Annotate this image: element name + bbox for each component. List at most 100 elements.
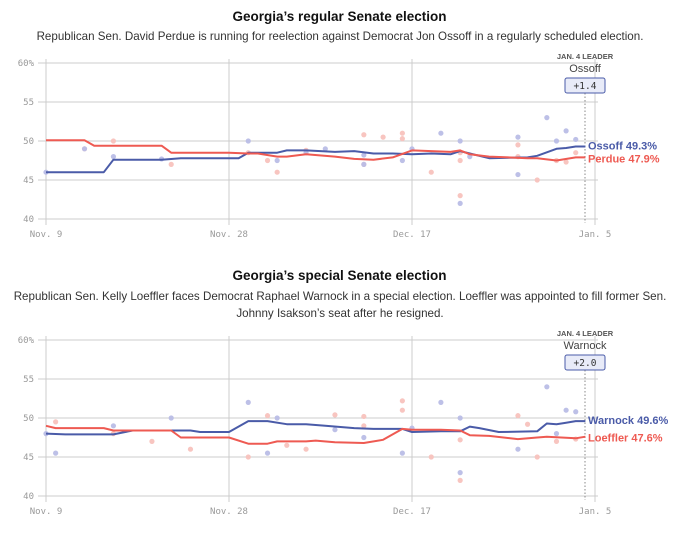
rep-poll-dot bbox=[399, 136, 405, 142]
y-tick-label: 55 bbox=[23, 375, 34, 385]
chart-title: Georgia’s regular Senate election bbox=[232, 9, 447, 24]
dem-poll-dot bbox=[361, 434, 367, 441]
dem-poll-dot bbox=[553, 431, 560, 437]
rep-poll-dot bbox=[332, 412, 338, 418]
y-tick-label: 40 bbox=[23, 492, 34, 502]
rep-poll-dot bbox=[274, 169, 280, 175]
dem-poll-dot bbox=[438, 130, 444, 136]
leader-header: JAN. 4 LEADER bbox=[557, 52, 614, 61]
y-tick-label: 60% bbox=[18, 59, 35, 69]
rep-poll-dot bbox=[110, 138, 117, 144]
x-tick-label: Jan. 5 bbox=[579, 230, 612, 240]
dem-poll-dot bbox=[245, 138, 251, 144]
dem-poll-dot bbox=[332, 427, 338, 433]
dem-end-label: Ossoff 49.3% bbox=[588, 140, 657, 152]
rep-poll-dot bbox=[399, 130, 405, 136]
dem-poll-dot bbox=[515, 134, 521, 140]
rep-poll-dot bbox=[399, 398, 405, 404]
leader-margin-box bbox=[564, 354, 606, 371]
dem-poll-dot bbox=[544, 384, 550, 390]
rep-poll-dot bbox=[515, 142, 521, 148]
x-tick-label: Nov. 28 bbox=[210, 507, 248, 517]
rep-poll-dot bbox=[457, 437, 463, 443]
chart-title: Georgia’s special Senate election bbox=[232, 268, 447, 283]
dem-poll-dot bbox=[563, 407, 569, 413]
rep-poll-dot bbox=[428, 169, 434, 175]
leader-margin-box bbox=[564, 77, 606, 94]
rep-poll-dot bbox=[168, 161, 174, 167]
leader-margin: +1.4 bbox=[574, 81, 597, 92]
x-tick-label: Nov. 9 bbox=[30, 507, 63, 517]
rep-end-label: Perdue 47.9% bbox=[588, 153, 660, 165]
dem-poll-dot bbox=[457, 200, 463, 206]
dem-poll-dot bbox=[361, 152, 367, 158]
rep-poll-dot bbox=[457, 157, 463, 164]
leader-header: JAN. 4 LEADER bbox=[557, 329, 614, 338]
warnock-trend-line bbox=[45, 420, 586, 436]
dem-poll-dot bbox=[563, 128, 569, 134]
chart-subtitle: Republican Sen. David Perdue is running … bbox=[36, 30, 644, 43]
x-tick-label: Jan. 5 bbox=[579, 507, 612, 517]
dem-poll-dot bbox=[361, 161, 367, 167]
loeffler-trend-line bbox=[45, 424, 586, 445]
rep-poll-dot bbox=[553, 438, 560, 444]
dem-poll-dot bbox=[399, 157, 405, 164]
dem-poll-dot bbox=[53, 450, 59, 456]
rep-poll-dot bbox=[284, 442, 290, 448]
rep-poll-dot bbox=[524, 421, 531, 427]
dem-end-label: Warnock 49.6% bbox=[588, 415, 669, 427]
dem-poll-dot bbox=[457, 138, 463, 144]
rep-poll-dot bbox=[264, 157, 271, 164]
leader-margin: +2.0 bbox=[574, 358, 597, 369]
x-tick-label: Dec. 17 bbox=[393, 507, 431, 517]
rep-poll-dot bbox=[399, 407, 405, 413]
dem-poll-dot bbox=[168, 415, 174, 421]
dem-poll-dot bbox=[264, 450, 271, 456]
perdue-trend-line bbox=[46, 139, 586, 162]
dem-poll-dot bbox=[274, 415, 280, 421]
rep-poll-dot bbox=[534, 454, 540, 460]
dem-poll-dot bbox=[245, 399, 251, 405]
y-tick-label: 45 bbox=[23, 453, 34, 463]
rep-poll-dot bbox=[149, 438, 155, 444]
dem-poll-dot bbox=[438, 399, 444, 405]
y-tick-label: 60% bbox=[18, 336, 35, 346]
rep-end-label: Loeffler 47.6% bbox=[588, 433, 663, 445]
rep-poll-dot bbox=[361, 132, 367, 138]
leader-name: Ossoff bbox=[569, 63, 602, 75]
rep-poll-dot bbox=[457, 193, 463, 199]
x-tick-label: Nov. 28 bbox=[210, 230, 248, 240]
dem-poll-dot bbox=[573, 409, 579, 415]
rep-poll-dot bbox=[428, 454, 434, 460]
y-tick-label: 45 bbox=[23, 176, 34, 186]
dem-poll-dot bbox=[457, 415, 463, 421]
dem-poll-dot bbox=[544, 115, 550, 121]
regular-election-chart: 60% 55 50 45 40 Nov. 9 Nov. 28 Dec. 17 Jan. 5 JAN… bbox=[18, 52, 660, 240]
rep-poll-dot bbox=[361, 423, 367, 429]
rep-poll-dot bbox=[457, 477, 463, 483]
dem-poll-dot bbox=[399, 450, 405, 456]
dem-poll-dot bbox=[553, 138, 560, 144]
rep-poll-dot bbox=[534, 177, 540, 183]
dem-poll-dot bbox=[515, 171, 521, 178]
chart-subtitle: Republican Sen. Kelly Loeffler faces Dem… bbox=[13, 290, 667, 320]
dem-poll-dot bbox=[81, 146, 88, 152]
dem-poll-dot bbox=[274, 157, 280, 164]
dem-poll-dot bbox=[110, 154, 117, 160]
rep-poll-dot bbox=[380, 134, 386, 140]
rep-poll-dot bbox=[187, 446, 194, 452]
x-tick-label: Nov. 9 bbox=[30, 230, 63, 240]
dem-poll-dot bbox=[573, 136, 579, 143]
dem-poll-dot bbox=[110, 423, 117, 429]
rep-poll-dot bbox=[573, 150, 579, 156]
x-tick-label: Dec. 17 bbox=[393, 230, 431, 240]
rep-poll-dot bbox=[303, 446, 309, 452]
dem-poll-dot bbox=[457, 470, 463, 476]
y-tick-label: 40 bbox=[23, 215, 34, 225]
rep-poll-dot bbox=[53, 419, 59, 425]
ossoff-trend-line bbox=[46, 145, 586, 174]
rep-poll-dot bbox=[264, 413, 271, 419]
rep-poll-dot bbox=[245, 454, 251, 460]
rep-poll-dot bbox=[361, 413, 367, 420]
